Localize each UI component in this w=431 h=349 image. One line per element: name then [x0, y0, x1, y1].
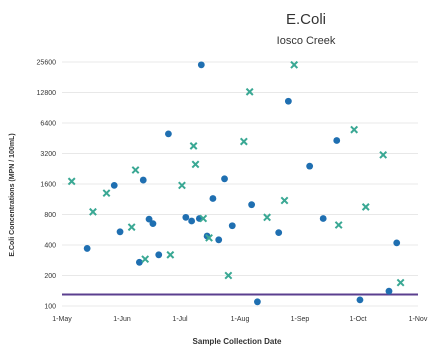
x-tick-label: 1-Aug	[231, 316, 250, 323]
y-tick-label: 1600	[40, 182, 56, 189]
cross-data-point	[239, 137, 248, 146]
circle-data-point	[110, 181, 118, 189]
y-tick-label: 400	[44, 243, 56, 250]
x-tick-label: 1-Oct	[349, 316, 366, 323]
cross-data-point	[127, 223, 136, 232]
y-tick-label: 3200	[40, 151, 56, 158]
circle-data-point	[393, 239, 401, 247]
circle-data-point	[333, 137, 341, 144]
y-tick-label: 200	[44, 273, 56, 280]
chart-title: E.Coli	[286, 11, 326, 28]
circle-data-point	[319, 215, 327, 222]
circle-data-point	[284, 97, 292, 105]
cross-data-point	[189, 142, 198, 150]
circle-data-point	[149, 220, 157, 228]
data-points	[67, 60, 405, 306]
x-tick-label: 1-Jun	[113, 316, 131, 323]
y-tick-label: 12800	[37, 90, 57, 97]
x-axis-label: Sample Collection Date	[193, 337, 282, 346]
circle-data-point	[165, 130, 172, 138]
cross-data-point	[178, 181, 186, 190]
y-axis-ticks: 100 200 400 800 1600 3200 6400 12800 25600	[37, 60, 57, 311]
cross-data-point	[141, 255, 150, 264]
cross-data-point	[166, 250, 175, 259]
circle-data-point	[306, 162, 314, 170]
circle-data-point	[248, 201, 256, 209]
circle-data-point	[188, 217, 196, 225]
circle-data-point	[254, 298, 261, 306]
circle-data-point	[155, 251, 163, 259]
cross-data-point	[67, 177, 76, 186]
cross-data-point	[396, 278, 405, 287]
cross-data-point	[379, 150, 388, 159]
circle-data-point	[135, 258, 143, 266]
x-tick-label: 1-May	[52, 316, 72, 323]
y-tick-label: 25600	[37, 60, 57, 67]
x-axis-ticks: 1-May 1-Jun 1-Jul 1-Aug 1-Sep 1-Oct 1-Nov	[52, 316, 428, 323]
circle-data-point	[356, 296, 364, 304]
circle-data-point	[83, 245, 91, 252]
circle-data-point	[209, 195, 217, 202]
cross-data-point	[102, 189, 111, 198]
cross-data-point	[191, 160, 200, 169]
cross-data-point	[280, 196, 289, 205]
cross-data-point	[334, 221, 343, 229]
cross-data-point	[89, 207, 97, 216]
circle-data-point	[145, 215, 153, 223]
cross-data-point	[350, 125, 359, 134]
gridlines	[62, 61, 418, 307]
x-tick-label: 1-Nov	[409, 316, 428, 323]
circle-data-point	[182, 213, 190, 221]
cross-data-point	[205, 233, 213, 242]
circle-data-point	[385, 287, 393, 295]
circle-data-point	[197, 61, 205, 69]
y-tick-label: 100	[44, 304, 56, 311]
x-tick-label: 1-Sep	[291, 316, 310, 323]
cross-data-point	[224, 271, 233, 280]
circle-data-point	[221, 175, 228, 183]
cross-data-point	[290, 60, 299, 69]
y-axis-label: E.Coli Concentrations (MPN / 100mL)	[9, 133, 16, 256]
circle-data-point	[215, 236, 223, 244]
cross-data-point	[131, 166, 140, 174]
x-tick-label: 1-Jul	[172, 316, 188, 323]
cross-data-point	[199, 214, 208, 223]
y-tick-label: 800	[44, 212, 56, 219]
circle-data-point	[116, 228, 124, 236]
y-tick-label: 6400	[40, 121, 56, 128]
cross-data-point	[263, 213, 271, 222]
circle-data-point	[275, 229, 283, 237]
circle-data-point	[228, 222, 236, 230]
circle-data-point	[139, 176, 147, 184]
chart-subtitle: Iosco Creek	[277, 35, 336, 47]
cross-data-point	[361, 203, 370, 211]
cross-data-point	[245, 87, 254, 96]
